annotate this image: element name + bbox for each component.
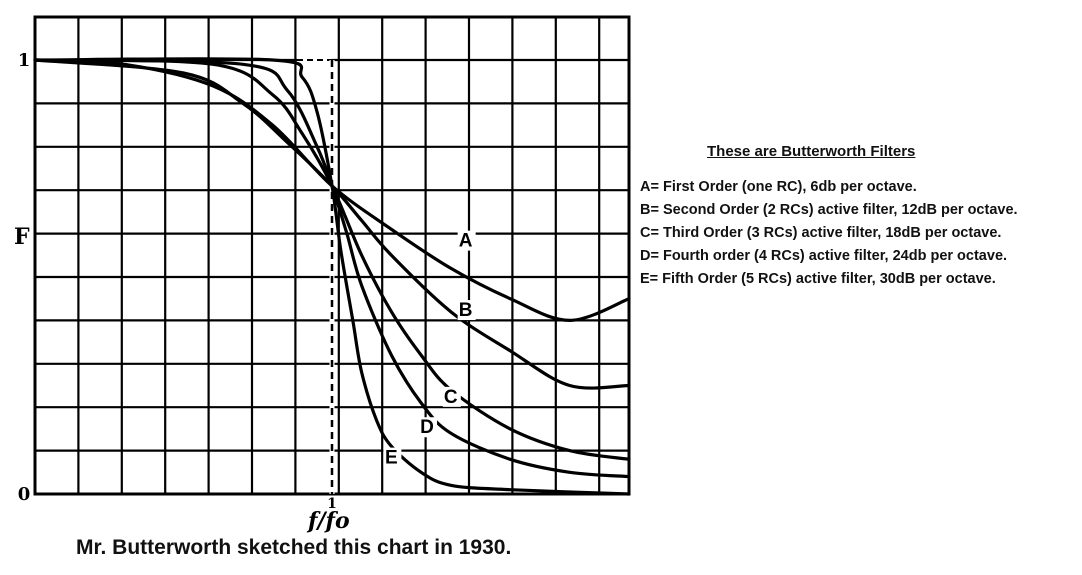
series-c-line [33, 58, 631, 461]
series-b-label: B [459, 300, 473, 321]
x-axis-label: f/fo [306, 508, 350, 534]
series-a-label-bg [457, 230, 476, 251]
series-e-label-bg [383, 447, 402, 468]
series-d-label-bg [419, 417, 438, 438]
cutoff-marker [297, 57, 335, 494]
series-d-label: D [420, 417, 434, 438]
y-tick-label: 0 [18, 484, 31, 505]
chart-caption: Mr. Butterworth sketched this chart in 1… [76, 536, 512, 559]
x-tick-label: 1 [327, 496, 337, 512]
legend-item-c: C= Third Order (3 RCs) active filter, 18… [640, 225, 1002, 241]
series-a-label: A [459, 231, 473, 252]
y-axis-label: F [14, 224, 30, 250]
legend-item-d: D= Fourth order (4 RCs) active filter, 2… [640, 248, 1008, 264]
legend-item-a: A= First Order (one RC), 6db per octave. [640, 179, 917, 195]
series-c-label-bg [442, 386, 461, 407]
series-e-label: E [385, 448, 398, 469]
series-c-label: C [444, 387, 458, 408]
tick-labels: 0 1 1 [18, 50, 337, 512]
series-b-line [33, 58, 631, 390]
series-group [33, 57, 631, 496]
filter-legend: These are Butterworth Filters A= First O… [640, 143, 1080, 291]
series-b-label-bg [457, 300, 476, 321]
series-e-line [33, 57, 631, 496]
legend-item-b: B= Second Order (2 RCs) active filter, 1… [640, 202, 1018, 218]
y-tick-label: 1 [18, 50, 31, 71]
legend-title: These are Butterworth Filters [707, 143, 916, 160]
legend-item-e: E= Fifth Order (5 RCs) active filter, 30… [640, 271, 996, 287]
series-d-line [33, 58, 631, 479]
curve-labels: A B CD E [383, 230, 476, 469]
